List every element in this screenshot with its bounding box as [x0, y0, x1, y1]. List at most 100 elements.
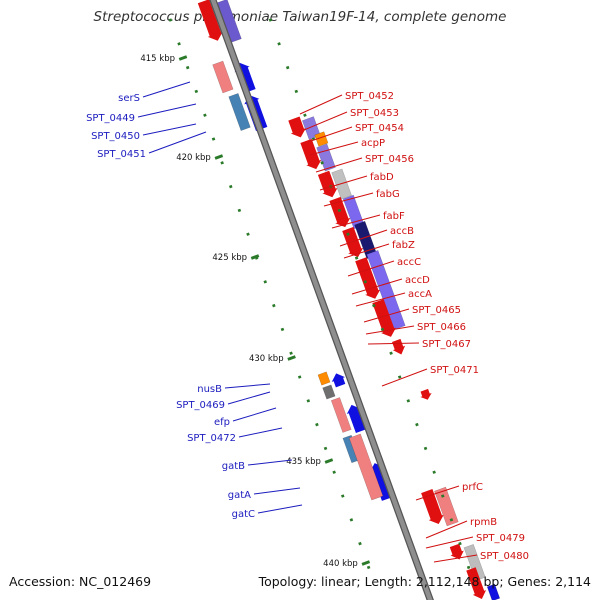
tick-dot [349, 518, 354, 522]
tick-dot [323, 446, 328, 451]
gene-label-SPT_0480: SPT_0480 [480, 551, 529, 562]
gene-label-serS: serS [118, 93, 140, 104]
gene-label-SPT_0466: SPT_0466 [417, 322, 466, 333]
gene-block [322, 384, 336, 400]
gene-label-SPT_0453: SPT_0453 [350, 108, 399, 119]
leader-line [339, 229, 388, 247]
gene-arrow-down [300, 138, 322, 170]
leader-line [425, 536, 474, 549]
gene-arrow-up [331, 373, 346, 388]
gene-rect [212, 60, 234, 94]
leader-line [319, 175, 368, 191]
tick-mark [250, 254, 260, 260]
gene-label-prfC: prfC [462, 482, 483, 493]
leader-line [299, 94, 343, 115]
tick-marks-layer: 415 kbp 420 kbp 425 kbp 430 kbp 435 kbp 440 k… [140, 54, 371, 569]
gene-block [197, 0, 223, 41]
gene-block [228, 93, 251, 131]
tick-dot [372, 303, 376, 308]
gene-block [449, 543, 464, 560]
gene-label-fabG: fabG [376, 189, 400, 200]
tick-dot [441, 494, 445, 498]
tick-dot [168, 18, 173, 22]
gene-label-SPT_0452: SPT_0452 [345, 91, 394, 102]
gene-rect [301, 116, 321, 140]
leader-line [315, 157, 363, 173]
leader-line [343, 243, 390, 259]
tick-dot [211, 137, 216, 141]
tick-dot [358, 541, 362, 546]
gene-rect [228, 93, 251, 131]
leader-line [227, 391, 271, 405]
leader-line [351, 278, 403, 295]
tick-dot [337, 208, 342, 213]
gene-label-gatC: gatC [232, 509, 255, 520]
gene-label-fabZ: fabZ [392, 240, 415, 251]
tick-mark [361, 560, 371, 566]
gene-rect [463, 544, 486, 581]
gene-block [434, 486, 459, 527]
tick-dot [423, 446, 428, 451]
tick-dot [194, 89, 199, 94]
tick-dot [320, 161, 324, 165]
gene-block [329, 196, 351, 228]
leader-line [381, 368, 428, 387]
gene-label-SPT_0469: SPT_0469 [176, 400, 225, 411]
gene-arrow-down [392, 338, 406, 355]
tick-dot [415, 422, 419, 427]
gene-block [212, 60, 234, 94]
gene-label-SPT_0454: SPT_0454 [355, 123, 404, 134]
gene-block [366, 250, 406, 330]
leader-line [347, 260, 395, 277]
gene-block [314, 131, 329, 147]
accession-text: Accession: NC_012469 [9, 574, 152, 589]
gene-arrow-down [372, 299, 397, 337]
gene-label-SPT_0451: SPT_0451 [97, 149, 146, 160]
gene-block [372, 299, 397, 337]
backbone-line [210, 0, 433, 600]
tick-dot [268, 18, 273, 22]
gene-block [301, 116, 321, 140]
gene-block [316, 143, 336, 172]
leader-line [323, 192, 374, 207]
tick-mark [214, 154, 224, 160]
gene-block [300, 138, 322, 170]
tick-dot [263, 280, 267, 284]
gene-labels-layer: serS SPT_0449 SPT_0450 SPT_0451 nusB SPT_0469… [86, 91, 529, 562]
tick-dot [246, 232, 250, 236]
gene-rect [322, 384, 336, 400]
leader-line [365, 325, 415, 335]
tick-label: 430 kbp [249, 354, 284, 364]
gene-arrow-down [355, 257, 381, 299]
gene-label-SPT_0479: SPT_0479 [476, 533, 525, 544]
tick-label: 435 kbp [286, 457, 321, 467]
tick-mark [324, 458, 334, 464]
genome-backbone [209, 0, 434, 600]
tick-dot [303, 113, 307, 117]
leader-line [307, 126, 353, 143]
gene-arrow-down [197, 0, 223, 41]
gene-block [288, 116, 306, 138]
gene-label-accB: accB [390, 226, 414, 237]
gene-block [331, 373, 346, 388]
gene-block [330, 397, 352, 433]
tick-dot [389, 351, 393, 355]
tick-dot [346, 232, 350, 236]
leader-line [367, 342, 420, 345]
tick-dot [432, 470, 436, 474]
label-leaders-layer [137, 81, 478, 563]
leader-line [247, 459, 293, 466]
tick-dot [466, 565, 471, 570]
gene-rect [366, 250, 406, 330]
leader-line [355, 292, 406, 307]
tick-dot [185, 65, 190, 70]
tick-dot [280, 327, 285, 332]
gene-rect [317, 371, 331, 386]
tick-dot [341, 494, 345, 498]
gene-block [317, 371, 331, 386]
tick-dot [285, 65, 290, 70]
gene-label-acpP: acpP [361, 138, 385, 149]
tick-dot [332, 470, 336, 474]
gene-label-SPT_0472: SPT_0472 [187, 433, 236, 444]
